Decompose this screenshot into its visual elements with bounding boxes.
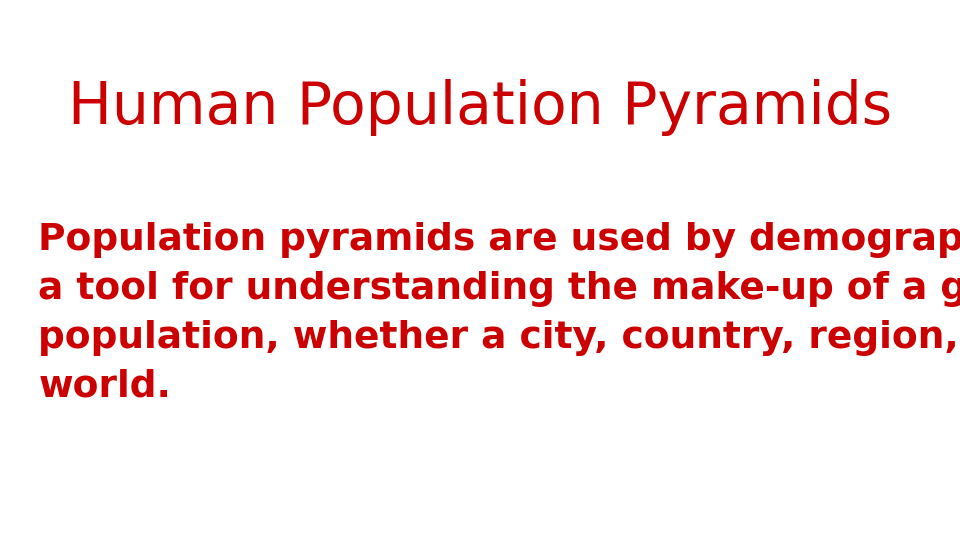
Text: Population pyramids are used by demographers as
a tool for understanding the mak: Population pyramids are used by demograp… [38, 222, 960, 404]
Text: Human Population Pyramids: Human Population Pyramids [68, 79, 892, 137]
